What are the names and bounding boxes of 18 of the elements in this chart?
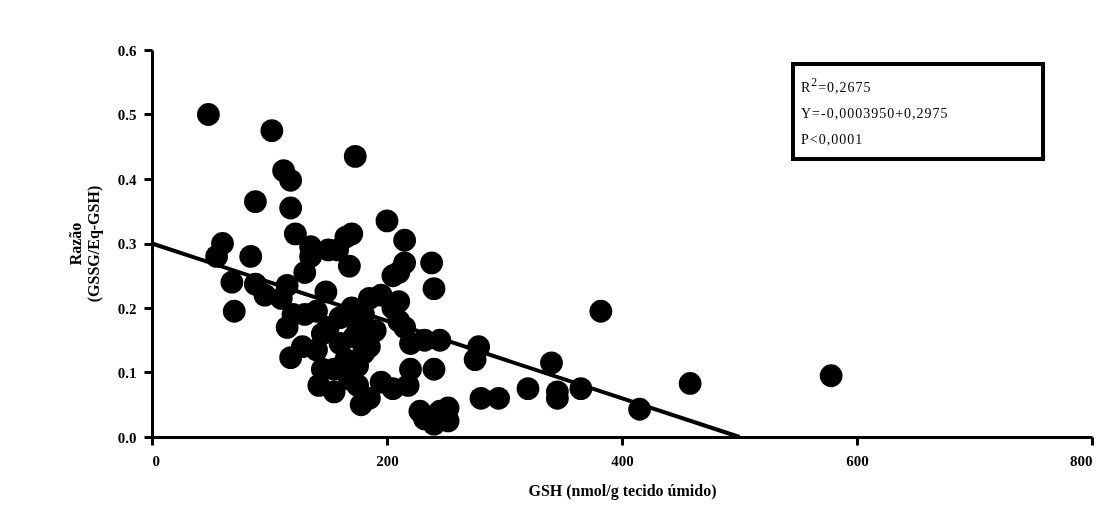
x-tick-label: 400 — [611, 452, 634, 469]
y-axis-title: Razão (GSSG/Eq-GSH) — [66, 185, 103, 303]
y-tick-label: 0.3 — [117, 236, 137, 252]
x-tick-label: 800 — [1070, 452, 1093, 469]
x-tick-label: 0 — [152, 452, 160, 469]
y-tick-label: 0.6 — [117, 42, 137, 59]
x-tick-label: 600 — [846, 452, 869, 469]
y-tick-label: 0.1 — [117, 365, 137, 381]
x-axis-title: GSH (nmol/g tecido úmido) — [528, 481, 717, 500]
y-tick-label: 0.2 — [117, 300, 137, 317]
annotation: P<0,0001 — [801, 130, 865, 149]
x-tick-label: 200 — [376, 452, 399, 469]
note-box: R$^{2}$=0,2675 Y=-0,0003950+0,2975 P<0,0001 — [791, 62, 1045, 161]
y-tick-label: 0.5 — [117, 107, 137, 123]
y-tick-label: 0.0 — [117, 429, 137, 446]
annotation: R$^{2}$=0,2675 — [801, 75, 873, 97]
annotation: Y=-0,0003950+0,2975 — [801, 104, 950, 123]
y-tick-label: 0.4 — [117, 171, 137, 188]
